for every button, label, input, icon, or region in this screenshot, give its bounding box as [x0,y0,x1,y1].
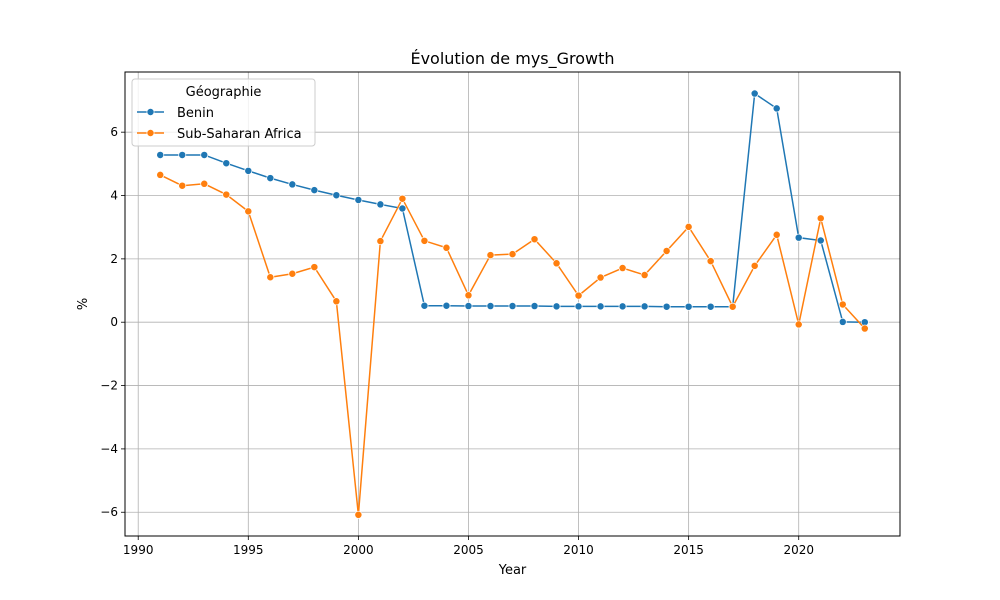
data-point-sub-saharan-africa [640,271,649,279]
y-tick-label: −2 [100,379,118,393]
data-point-benin [156,151,165,159]
data-point-sub-saharan-africa [156,170,165,179]
legend-swatch-marker [146,129,155,137]
y-tick-label: 0 [110,315,118,329]
legend-label: Benin [177,106,214,121]
data-point-benin [376,200,385,209]
data-point-sub-saharan-africa [266,273,275,282]
data-point-sub-saharan-africa [772,230,781,239]
data-point-benin [574,302,583,311]
data-point-sub-saharan-africa [376,237,385,246]
data-point-benin [420,301,429,310]
data-point-benin [838,317,847,326]
legend-label: Sub-Saharan Africa [177,127,302,142]
data-point-benin [772,104,781,113]
data-point-benin [662,302,671,311]
legend-entries: Benin Sub-Saharan Africa [137,106,302,142]
data-point-benin [530,302,539,311]
x-tick-label: 2015 [673,543,704,557]
data-point-sub-saharan-africa [530,235,539,244]
x-tick-label: 2005 [453,543,484,557]
data-point-benin [596,302,605,311]
data-point-benin [552,302,561,311]
data-point-sub-saharan-africa [574,291,583,300]
y-tick-label: 6 [110,125,118,139]
data-point-sub-saharan-africa [684,222,693,231]
data-point-benin [398,204,407,213]
data-point-sub-saharan-africa [200,179,209,188]
series-benin [156,89,869,327]
data-point-benin [310,186,319,195]
legend: Géographie Benin Sub-Saharan Africa [131,78,316,147]
axis-ticks: 1990 1995 2000 2005 2010 2015 2020 −6 −4 −2 0 2 4 6 [100,125,814,557]
data-point-benin [354,196,363,204]
data-point-benin [486,302,495,311]
data-point-sub-saharan-africa [288,269,297,278]
data-point-sub-saharan-africa [618,264,627,273]
y-tick-label: 4 [110,189,118,203]
legend-entry-sub-saharan-africa: Sub-Saharan Africa [137,127,302,142]
x-axis-label: Year [498,563,527,578]
data-point-sub-saharan-africa [178,181,187,190]
data-point-sub-saharan-africa [706,257,715,266]
legend-title: Géographie [186,85,262,100]
data-point-sub-saharan-africa [310,263,319,272]
chart-title: Évolution de mys_Growth [410,49,614,69]
data-point-sub-saharan-africa [244,207,253,216]
x-tick-label: 2000 [343,543,374,557]
data-point-sub-saharan-africa [354,510,363,519]
legend-swatch-marker [146,108,155,116]
y-tick-label: −4 [100,442,118,456]
y-tick-label: −6 [100,505,118,519]
x-tick-label: 2010 [563,543,594,557]
y-tick-label: 2 [110,252,118,266]
data-point-sub-saharan-africa [552,259,561,268]
data-point-sub-saharan-africa [750,261,759,270]
data-point-sub-saharan-africa [420,236,429,245]
data-point-benin [508,302,517,311]
data-point-sub-saharan-africa [860,324,869,333]
data-point-benin [332,191,341,200]
x-tick-label: 1990 [123,543,154,557]
data-point-benin [816,236,825,245]
data-point-benin [244,166,253,175]
data-point-sub-saharan-africa [486,251,495,260]
data-point-benin [288,180,297,189]
series-line-sub-saharan-africa [159,174,866,515]
data-point-sub-saharan-africa [464,291,473,300]
data-point-sub-saharan-africa [398,194,407,203]
data-point-benin [266,174,275,183]
data-point-benin [750,89,759,98]
data-point-sub-saharan-africa [816,214,825,223]
data-point-sub-saharan-africa [596,273,605,282]
data-point-sub-saharan-africa [222,190,231,199]
data-point-sub-saharan-africa [728,302,737,311]
data-point-benin [222,159,231,168]
data-point-sub-saharan-africa [442,243,451,252]
data-point-benin [200,151,209,159]
data-point-benin [464,302,473,311]
plot-area-frame [124,71,901,537]
data-point-sub-saharan-africa [794,320,803,329]
data-point-sub-saharan-africa [838,300,847,309]
data-point-benin [442,301,451,310]
data-point-benin [178,151,187,159]
data-point-benin [684,302,693,311]
legend-box [131,78,316,147]
series-sub-saharan-africa [156,170,869,519]
data-point-sub-saharan-africa [662,246,671,255]
x-tick-label: 2020 [783,543,814,557]
data-point-benin [706,302,715,311]
data-point-sub-saharan-africa [332,297,341,306]
legend-entry-benin: Benin [137,106,214,121]
data-point-sub-saharan-africa [508,250,517,259]
series-layer [156,89,869,519]
x-tick-label: 1995 [233,543,264,557]
data-point-benin [794,233,803,242]
data-point-benin [640,302,649,311]
data-point-benin [618,302,627,311]
y-axis-label: % [76,298,91,310]
